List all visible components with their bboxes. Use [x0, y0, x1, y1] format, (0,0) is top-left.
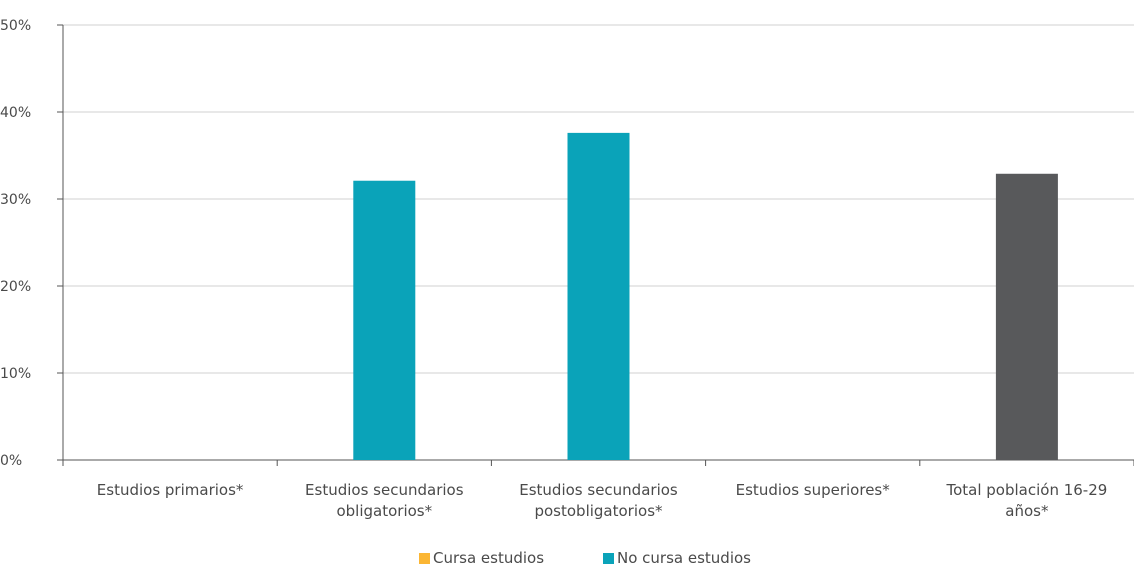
- y-tick-label: 30%: [0, 192, 31, 208]
- category-label-line: Estudios superiores*: [736, 481, 891, 499]
- category-label: Estudios secundarios postobligatorios*: [519, 481, 678, 520]
- y-tick-label: 40%: [0, 105, 31, 121]
- legend-swatch: [419, 553, 430, 564]
- y-tick-label: 0%: [0, 453, 22, 469]
- y-tick-label: 20%: [0, 279, 31, 295]
- category-label: Estudios secundarios obligatorios*: [305, 481, 464, 520]
- bar-no-cursa-estudios: [353, 180, 416, 461]
- bar-no-cursa-estudios: [567, 132, 630, 460]
- legend-swatch: [603, 553, 614, 564]
- category-label-line: Total población 16-29: [945, 481, 1107, 499]
- category-label-line: postobligatorios*: [534, 502, 663, 520]
- category-label-line: obligatorios*: [336, 502, 432, 520]
- category-label: Total población 16-29 años*: [945, 481, 1107, 520]
- legend-label: No cursa estudios: [617, 549, 751, 567]
- legend-label: Cursa estudios: [433, 549, 544, 567]
- category-label: Estudios superiores*: [736, 481, 891, 499]
- y-tick-label: 50%: [0, 18, 31, 34]
- category-label-line: Estudios secundarios: [305, 481, 464, 499]
- category-label-line: años*: [1005, 502, 1049, 520]
- category-label: Estudios primarios*: [97, 481, 244, 499]
- bar-total: [995, 173, 1058, 460]
- category-label-line: Estudios primarios*: [97, 481, 244, 499]
- y-tick-label: 10%: [0, 366, 31, 382]
- category-label-line: Estudios secundarios: [519, 481, 678, 499]
